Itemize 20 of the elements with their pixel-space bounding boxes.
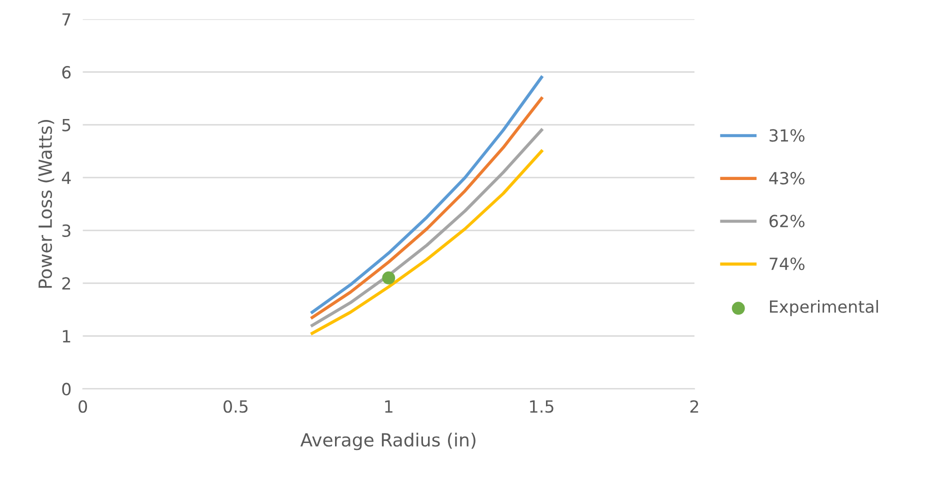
y-tick-label: 0 [62,382,71,396]
y-tick-label: 4 [62,172,71,184]
y-tick-label: 5 [62,118,70,132]
y-axis-title: Power Loss (Watts) [38,120,54,288]
legend-label: 43% [769,172,804,185]
x-tick-label: 0.5 [224,400,248,413]
y-tick-label: 1 [62,330,70,342]
x-tick-label: 2 [690,400,698,413]
legend-label: 62% [770,214,804,228]
x-tick-label: 1 [385,400,392,413]
legend-label: 31% [770,129,804,142]
y-tick-label: 6 [62,66,71,79]
x-tick-label: 0 [78,400,88,413]
legend-label: 74% [770,258,804,270]
x-axis-title: Average Radius (in) [300,432,476,450]
y-tick-label: 3 [62,224,70,237]
y-tick-label: 2 [62,277,70,290]
y-tick-label: 7 [62,13,70,26]
legend-label: Experimental [770,300,878,316]
x-tick-label: 1.5 [530,400,554,413]
